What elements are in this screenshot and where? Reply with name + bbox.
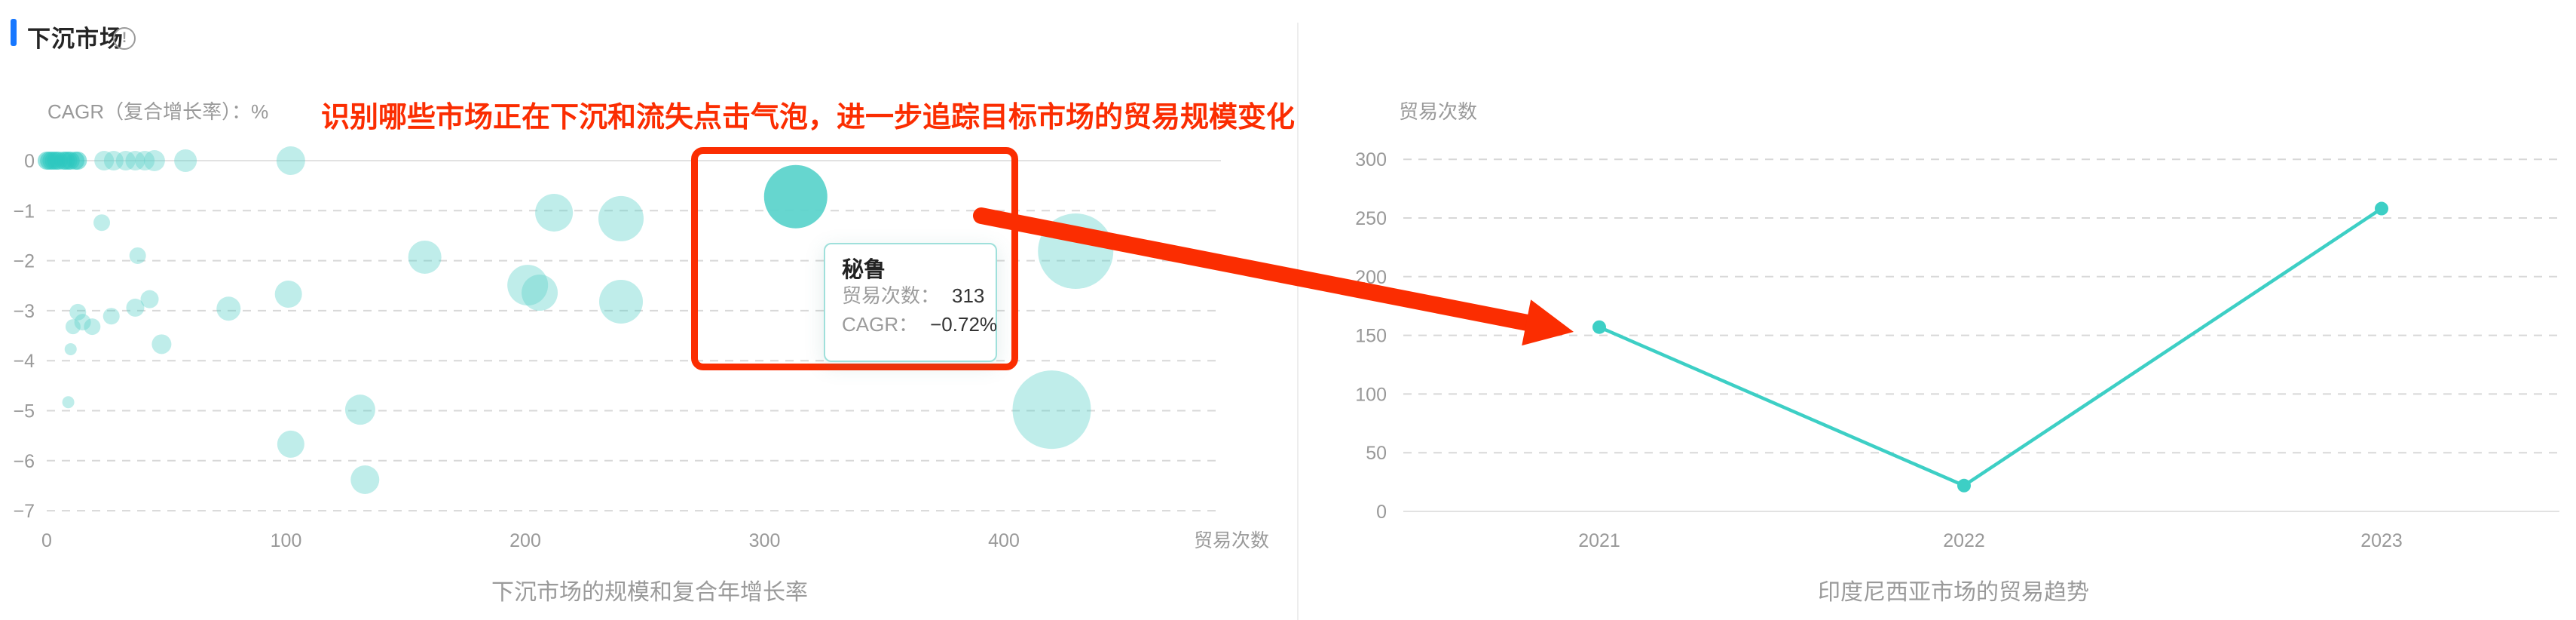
trend-point-2023[interactable]	[2375, 201, 2388, 216]
left-x-tick-label: 400	[988, 530, 1020, 551]
annotation-arrow-shaft	[973, 207, 1538, 332]
left-y-tick-label: 0	[24, 151, 35, 172]
left-chart-caption: 下沉市场的规模和复合年增长率	[491, 580, 808, 605]
bubble-market[interactable]	[1012, 370, 1091, 450]
bubble-market[interactable]	[94, 151, 115, 170]
bubble-market[interactable]	[277, 430, 304, 458]
left-x-tick-label: 200	[509, 530, 541, 551]
bubble-market[interactable]	[69, 303, 87, 321]
bubble-market[interactable]	[129, 247, 146, 264]
bubble-market[interactable]	[125, 151, 145, 170]
right-chart-caption: 印度尼西亚市场的贸易趋势	[1818, 580, 2089, 605]
left-y-tick-label: −4	[13, 351, 35, 372]
right-x-tick-label: 2022	[1943, 530, 1985, 551]
tooltip-market-name: 秘鲁	[842, 258, 886, 282]
tooltip-cagr-label: CAGR：	[842, 313, 919, 336]
annotation-arrow-head	[1522, 299, 1574, 346]
left-y-tick-label: −2	[13, 251, 35, 272]
bubble-market[interactable]	[350, 465, 380, 494]
bubble-peru[interactable]	[763, 164, 828, 229]
left-y-tick-label: −6	[13, 451, 35, 472]
left-y-tick-label: −7	[13, 501, 35, 522]
right-y-tick-label: 50	[1366, 443, 1387, 464]
bubble-market[interactable]	[115, 151, 136, 170]
tooltip-cagr-value: −0.72%	[930, 313, 998, 336]
left-x-axis-name: 贸易次数	[1194, 530, 1269, 551]
page-title: 下沉市场	[27, 26, 124, 52]
bubble-market[interactable]	[174, 149, 197, 172]
left-y-tick-label: −1	[13, 201, 35, 222]
bubble-market[interactable]	[62, 396, 75, 409]
bubble-market[interactable]	[103, 151, 124, 170]
bubble-market[interactable]	[216, 296, 241, 321]
bubble-market[interactable]	[93, 214, 111, 232]
bubble-market[interactable]	[102, 308, 120, 325]
bubble-market[interactable]	[274, 281, 302, 308]
right-y-tick-label: 250	[1355, 208, 1387, 229]
right-y-axis-name: 贸易次数	[1399, 100, 1477, 123]
left-x-tick-label: 0	[41, 530, 52, 551]
bubble-market[interactable]	[135, 151, 155, 170]
annotation-text: 识别哪些市场正在下沉和流失点击气泡，进一步追踪目标市场的贸易规模变化	[321, 102, 1296, 134]
right-y-tick-label: 300	[1355, 149, 1387, 170]
header: 下沉市场 !	[0, 0, 2576, 53]
bubble-market[interactable]	[64, 342, 77, 355]
bubble-market[interactable]	[276, 146, 305, 175]
bubble-market[interactable]	[599, 279, 643, 324]
trend-line	[1599, 207, 2383, 488]
bubble-market[interactable]	[344, 394, 375, 425]
left-y-axis-name: CAGR（复合增长率）：%	[47, 100, 268, 123]
bubble-market[interactable]	[143, 150, 165, 171]
tooltip-trades-label: 贸易次数：	[842, 284, 941, 307]
right-x-tick-label: 2023	[2360, 530, 2403, 551]
tooltip-cagr-row: CAGR： −0.72%	[842, 310, 998, 339]
tooltip-trades-value: 313	[952, 284, 985, 307]
trend-point-2022[interactable]	[1957, 478, 1971, 493]
bubble-market[interactable]	[65, 319, 81, 335]
bubble-market[interactable]	[151, 334, 172, 355]
bubble-market[interactable]	[84, 318, 101, 336]
trend-point-2021[interactable]	[1592, 320, 1606, 334]
left-y-tick-label: −5	[13, 401, 35, 422]
bubble-market[interactable]	[126, 298, 145, 317]
bubble-market[interactable]	[522, 275, 558, 312]
right-y-tick-label: 150	[1355, 326, 1387, 347]
bubble-market[interactable]	[140, 290, 159, 308]
bubble-market[interactable]	[507, 265, 549, 306]
right-y-tick-label: 0	[1376, 502, 1387, 523]
right-y-tick-label: 100	[1355, 384, 1387, 405]
tooltip-trades-row: 贸易次数： 313	[842, 281, 996, 310]
bubble-market[interactable]	[74, 314, 91, 331]
bubble-market[interactable]	[69, 152, 87, 170]
right-x-tick-label: 2021	[1578, 530, 1620, 551]
bubble-market[interactable]	[408, 240, 442, 274]
bubble-market[interactable]	[598, 195, 644, 241]
left-x-tick-label: 100	[271, 530, 302, 551]
info-icon[interactable]: !	[113, 27, 136, 50]
left-y-tick-label: −3	[13, 301, 35, 322]
left-x-tick-label: 300	[749, 530, 781, 551]
annotation-highlight-box	[691, 147, 1018, 370]
title-accent-bar	[11, 19, 17, 46]
bubble-market[interactable]	[535, 193, 574, 232]
panel-divider	[1297, 23, 1299, 620]
bubble-tooltip: 秘鲁 贸易次数： 313 CAGR： −0.72%	[824, 243, 997, 362]
